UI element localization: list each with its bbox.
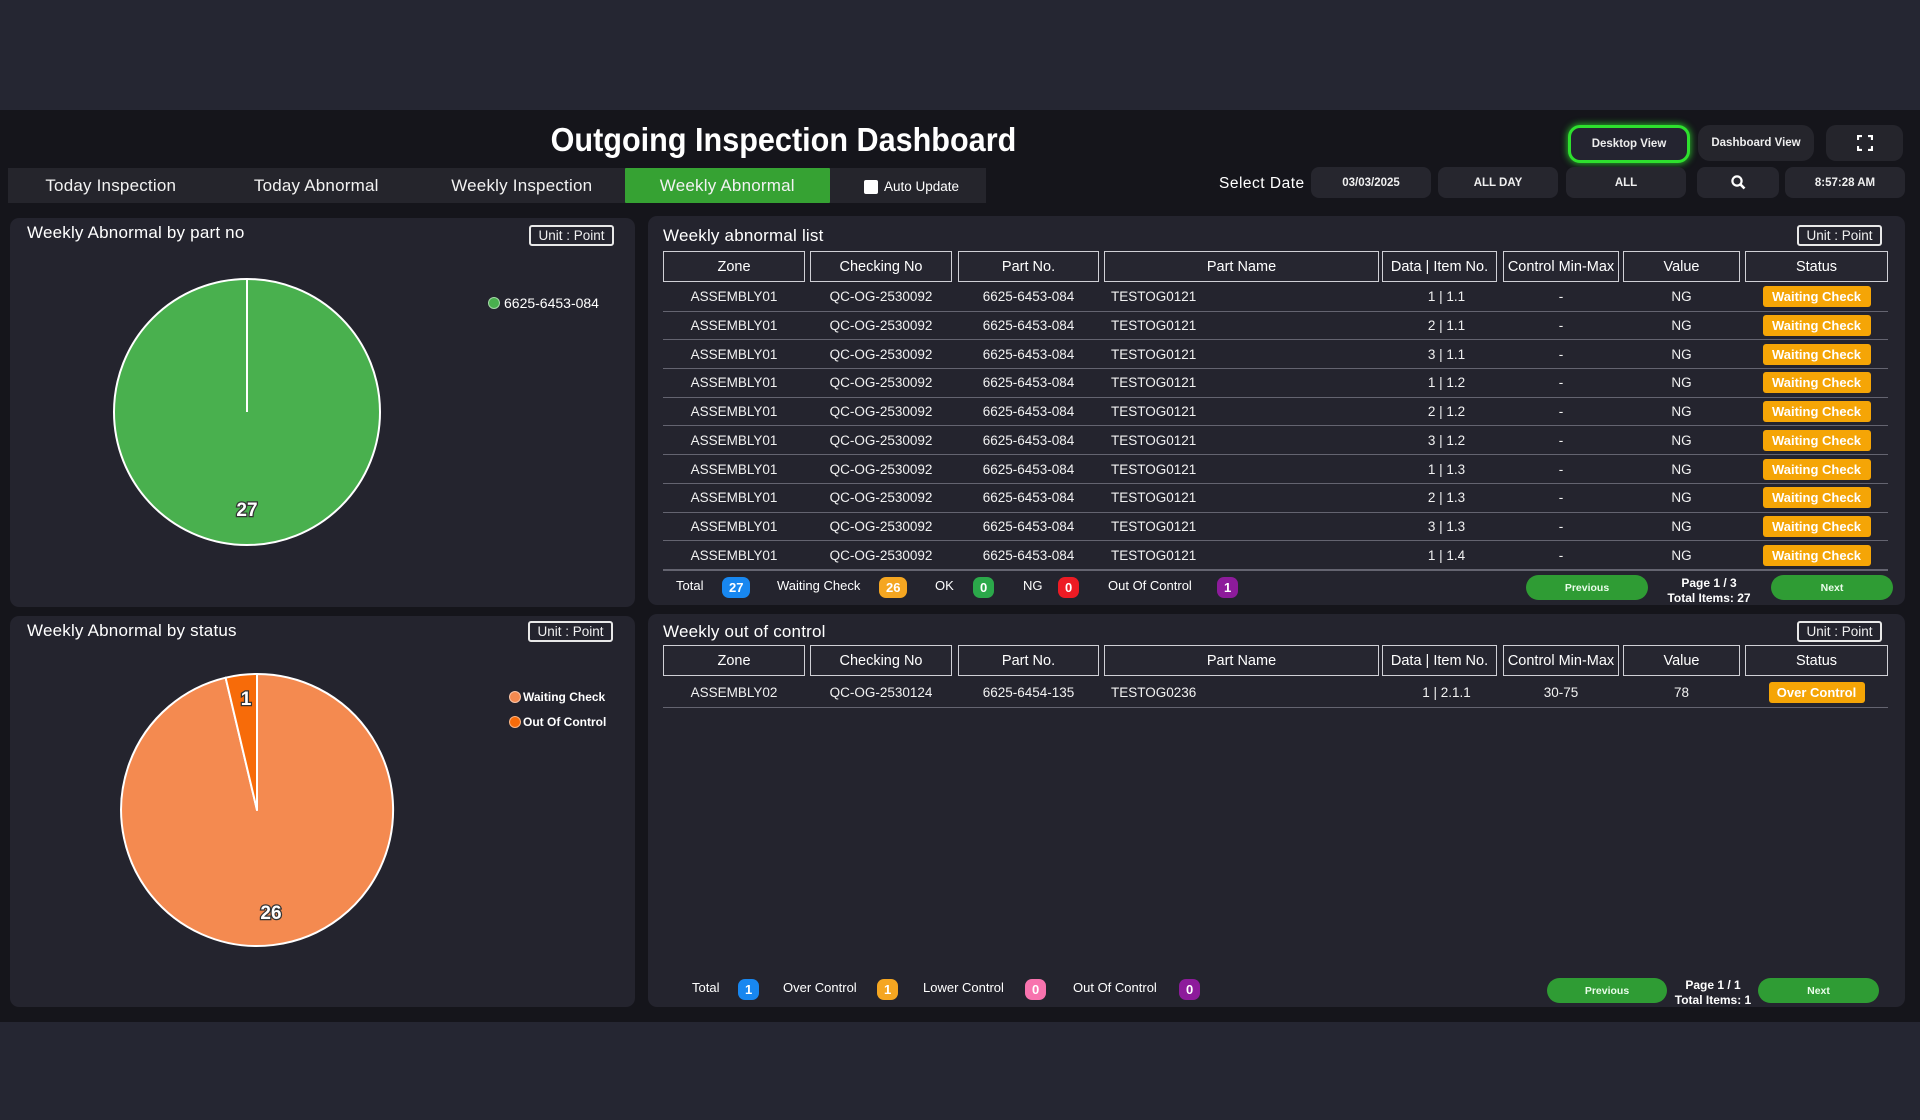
svg-text:1: 1 <box>241 689 252 710</box>
svg-text:27: 27 <box>236 500 257 521</box>
svg-text:26: 26 <box>260 903 281 924</box>
